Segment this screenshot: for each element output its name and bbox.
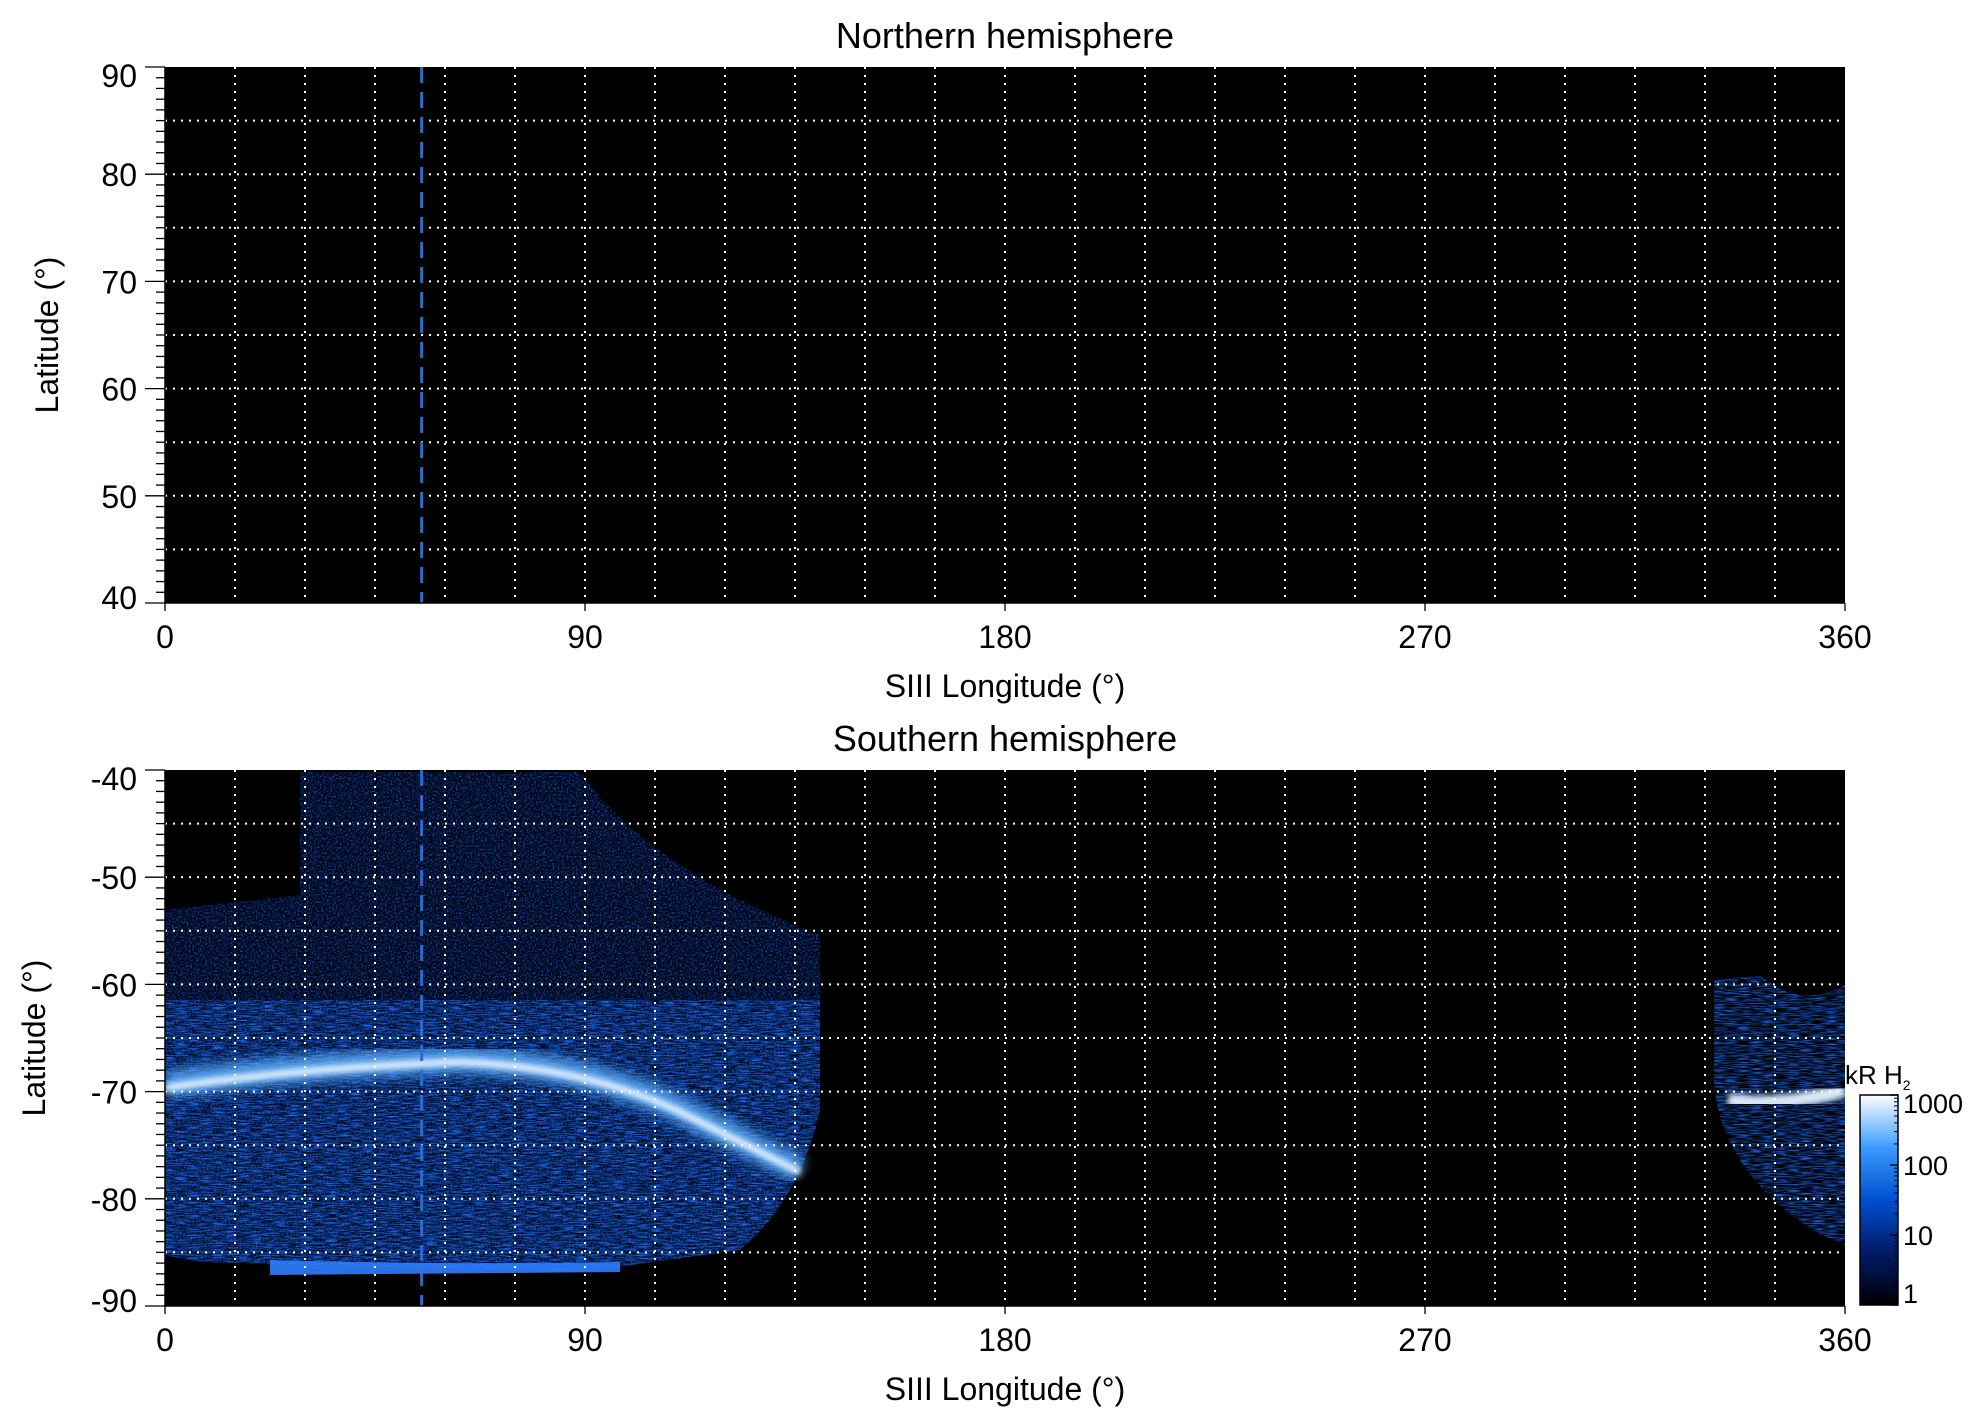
south-main-oval bbox=[165, 1058, 802, 1176]
south-y-axis-label: Latitude (°) bbox=[16, 960, 52, 1117]
y-tick-label: -40 bbox=[91, 761, 137, 797]
colorbar-title-main: kR H bbox=[1845, 1060, 1903, 1090]
colorbar-scale bbox=[1859, 1094, 1899, 1306]
colorbar: kR H2 1 10 100 1000 bbox=[1845, 1060, 1963, 1309]
south-emission bbox=[165, 772, 1845, 1275]
north-x-axis-label: SIII Longitude (°) bbox=[885, 668, 1125, 704]
colorbar-title-sub: 2 bbox=[1903, 1077, 1911, 1093]
south-x-axis-label: SIII Longitude (°) bbox=[885, 1371, 1125, 1407]
colorbar-ticks: 1 10 100 1000 bbox=[1890, 1089, 1963, 1309]
north-x-axis: 0 90 180 270 360 bbox=[156, 602, 1872, 655]
y-tick-label: 70 bbox=[101, 264, 137, 300]
x-tick-label: 0 bbox=[156, 619, 174, 655]
colorbar-title: kR H2 bbox=[1845, 1060, 1911, 1093]
north-y-axis-label: Latitude (°) bbox=[29, 257, 65, 414]
x-tick-label: 180 bbox=[978, 619, 1031, 655]
north-title: Northern hemisphere bbox=[836, 15, 1174, 56]
y-tick-label: 50 bbox=[101, 479, 137, 515]
y-tick-label: 90 bbox=[101, 58, 137, 94]
colorbar-tick-label: 100 bbox=[1903, 1151, 1948, 1181]
y-tick-label: -60 bbox=[91, 967, 137, 1003]
y-tick-label: -90 bbox=[91, 1283, 137, 1319]
panel-south: Southern hemisphere -40 -50 -60 -70 -80 -90 0… bbox=[16, 718, 1963, 1407]
x-tick-label: 360 bbox=[1818, 619, 1871, 655]
south-y-axis: -40 -50 -60 -70 -80 -90 bbox=[91, 761, 166, 1319]
x-tick-label: 0 bbox=[156, 1322, 174, 1358]
x-tick-label: 270 bbox=[1398, 619, 1451, 655]
north-grid bbox=[165, 67, 1845, 603]
x-tick-label: 270 bbox=[1398, 1322, 1451, 1358]
y-tick-label: 40 bbox=[101, 580, 137, 616]
x-tick-label: 360 bbox=[1818, 1322, 1871, 1358]
colorbar-tick-label: 10 bbox=[1903, 1221, 1933, 1251]
south-title: Southern hemisphere bbox=[833, 718, 1177, 759]
x-tick-label: 90 bbox=[567, 1322, 603, 1358]
north-y-axis: 40 50 60 70 80 90 bbox=[101, 58, 166, 616]
south-emission-wrap bbox=[1713, 975, 1845, 1245]
y-tick-label: -80 bbox=[91, 1182, 137, 1218]
y-tick-label: 80 bbox=[101, 157, 137, 193]
south-x-axis: 0 90 180 270 360 bbox=[156, 1305, 1872, 1358]
y-tick-label: -70 bbox=[91, 1075, 137, 1111]
colorbar-tick-label: 1 bbox=[1903, 1279, 1918, 1309]
y-tick-label: -50 bbox=[91, 860, 137, 896]
y-tick-label: 60 bbox=[101, 372, 137, 408]
panel-north: Northern hemisphere 40 50 60 70 80 90 0 90 180 2… bbox=[29, 15, 1872, 704]
x-tick-label: 180 bbox=[978, 1322, 1031, 1358]
colorbar-tick-label: 1000 bbox=[1903, 1089, 1963, 1119]
south-grid bbox=[165, 770, 1845, 1306]
x-tick-label: 90 bbox=[567, 619, 603, 655]
south-main-oval-wrap bbox=[1726, 1083, 1845, 1110]
